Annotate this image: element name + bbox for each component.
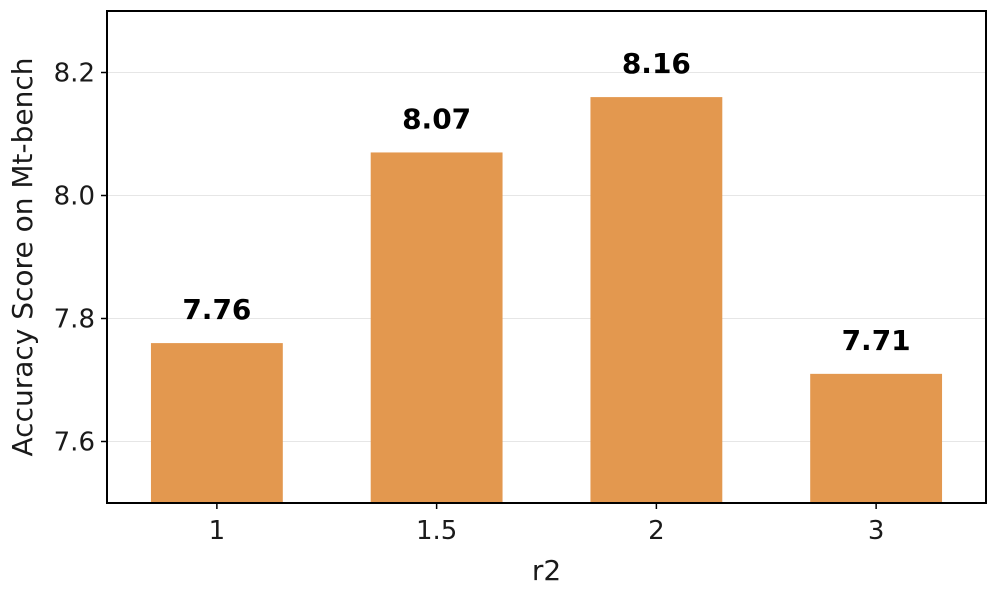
y-axis-title: Accuracy Score on Mt-bench — [6, 58, 39, 457]
plot-frame — [106, 10, 987, 504]
bar — [370, 152, 503, 503]
y-tick-label: 8.0 — [54, 182, 95, 212]
y-axis-ticks: 7.6 7.8 8.0 8.2 — [54, 59, 107, 458]
bar — [590, 97, 723, 503]
bar-value-label: 7.71 — [842, 324, 911, 357]
bar-value-label: 7.76 — [182, 293, 251, 326]
bar — [810, 373, 943, 503]
x-tick-label: 1 — [209, 516, 226, 546]
y-tick-label: 7.6 — [54, 428, 95, 458]
x-axis-ticks: 1 1.5 2 3 — [209, 503, 885, 546]
y-tick-label: 8.2 — [54, 59, 95, 89]
bar-value-label: 8.07 — [402, 102, 471, 135]
x-tick-label: 3 — [868, 516, 885, 546]
x-tick-label: 1.5 — [416, 516, 457, 546]
x-tick-label: 2 — [648, 516, 665, 546]
bar-value-label: 8.16 — [622, 47, 691, 80]
bar — [150, 343, 283, 503]
bars — [150, 97, 943, 503]
data-labels: 7.76 8.07 8.16 7.71 — [182, 47, 910, 357]
y-tick-label: 7.8 — [54, 305, 95, 335]
x-axis-title: r2 — [532, 554, 561, 587]
